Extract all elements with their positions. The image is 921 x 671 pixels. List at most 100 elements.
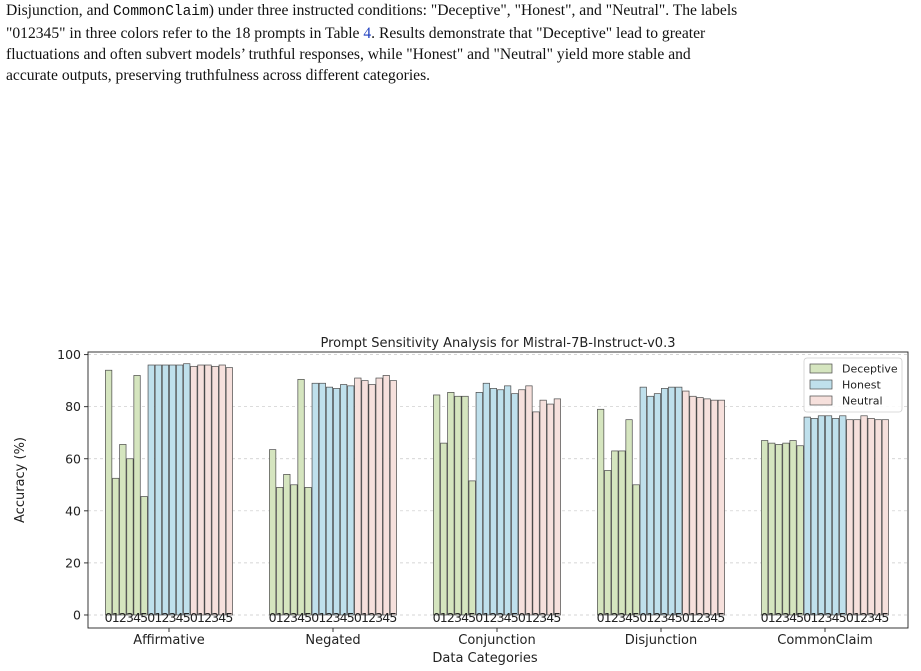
bar-disjunction-honest-4 (668, 386, 676, 616)
prompt-label-affirmative-honest-3: 3 (169, 610, 177, 625)
prompt-label-conjunction-neutral-0: 0 (518, 610, 526, 625)
bar-affirmative-neutral-2 (204, 364, 212, 616)
prompt-label-negated-deceptive-4: 4 (297, 610, 305, 625)
prompt-label-commonclaim-honest-1: 1 (810, 610, 818, 625)
bar-affirmative-honest-0 (147, 364, 155, 616)
bar-affirmative-deceptive-3 (126, 458, 134, 616)
prompt-label-disjunction-neutral-2: 2 (696, 610, 704, 625)
y-tick-label-20: 20 (65, 555, 81, 570)
bar-conjunction-honest-4 (504, 385, 512, 616)
prompt-label-negated-neutral-2: 2 (368, 610, 376, 625)
bar-affirmative-deceptive-0 (105, 369, 113, 616)
x-tick-label-conjunction: Conjunction (458, 633, 535, 648)
bar-conjunction-neutral-4 (546, 403, 554, 616)
prompt-label-negated-neutral-3: 3 (375, 610, 383, 625)
bar-disjunction-deceptive-0 (597, 408, 605, 616)
bar-conjunction-neutral-0 (518, 389, 526, 616)
prompt-label-negated-honest-5: 5 (347, 610, 355, 625)
bar-conjunction-deceptive-3 (454, 395, 462, 616)
table-reference-link[interactable]: 4 (363, 25, 372, 42)
prompt-label-commonclaim-neutral-0: 0 (846, 610, 854, 625)
caption-line2-pre: "012345" in three colors refer to the 18… (6, 25, 364, 42)
x-tick-label-disjunction: Disjunction (625, 633, 698, 648)
prompt-label-affirmative-deceptive-3: 3 (126, 610, 134, 625)
prompt-label-disjunction-honest-1: 1 (646, 610, 654, 625)
legend-swatch-deceptive (809, 363, 833, 374)
bar-conjunction-honest-3 (497, 389, 505, 616)
prompt-label-negated-honest-2: 2 (325, 610, 333, 625)
prompt-label-commonclaim-neutral-1: 1 (853, 610, 861, 625)
prompt-label-commonclaim-deceptive-2: 2 (775, 610, 783, 625)
prompt-label-negated-neutral-1: 1 (361, 610, 369, 625)
prompt-label-commonclaim-deceptive-0: 0 (761, 610, 769, 625)
prompt-label-conjunction-neutral-2: 2 (532, 610, 540, 625)
prompt-label-negated-honest-0: 0 (311, 610, 319, 625)
legend-swatch-honest (809, 379, 833, 390)
bar-conjunction-deceptive-4 (461, 395, 469, 616)
prompt-label-negated-honest-4: 4 (340, 610, 348, 625)
prompt-label-negated-honest-3: 3 (333, 610, 341, 625)
bar-affirmative-neutral-0 (190, 365, 198, 616)
bar-conjunction-honest-2 (489, 388, 498, 616)
bar-negated-honest-0 (311, 382, 319, 616)
bar-affirmative-neutral-5 (225, 367, 233, 616)
prompt-label-commonclaim-honest-0: 0 (803, 610, 811, 625)
prompt-label-commonclaim-honest-4: 4 (832, 610, 840, 625)
prompt-label-conjunction-honest-1: 1 (482, 610, 490, 625)
legend: Deceptive Honest Neutral (803, 357, 903, 413)
prompt-label-negated-neutral-0: 0 (354, 610, 362, 625)
bar-disjunction-neutral-1 (689, 395, 697, 616)
prompt-label-disjunction-honest-3: 3 (661, 610, 669, 625)
prompt-label-commonclaim-neutral-2: 2 (860, 610, 868, 625)
prompt-label-disjunction-honest-2: 2 (653, 610, 661, 625)
prompt-label-disjunction-deceptive-1: 1 (604, 610, 612, 625)
bar-conjunction-neutral-5 (553, 398, 561, 616)
bar-negated-neutral-2 (368, 384, 376, 616)
prompt-label-disjunction-honest-4: 4 (668, 610, 676, 625)
bar-negated-neutral-5 (389, 380, 397, 616)
prompt-label-negated-neutral-5: 5 (389, 610, 397, 625)
prompt-label-commonclaim-deceptive-5: 5 (796, 610, 804, 625)
bar-conjunction-neutral-1 (525, 385, 533, 616)
caption-line1-pre: Disjunction, and (6, 2, 113, 19)
x-axis-label: Data Categories (432, 651, 537, 666)
bar-disjunction-neutral-4 (710, 399, 718, 616)
prompt-label-affirmative-deceptive-2: 2 (119, 610, 127, 625)
prompt-label-negated-deceptive-2: 2 (283, 610, 291, 625)
chart-title: Prompt Sensitivity Analysis for Mistral-… (321, 336, 676, 351)
prompt-label-affirmative-neutral-1: 1 (197, 610, 205, 625)
prompt-label-commonclaim-deceptive-3: 3 (782, 610, 790, 625)
bar-commonclaim-neutral-2 (860, 415, 868, 616)
y-tick-label-80: 80 (65, 399, 81, 414)
bar-affirmative-honest-2 (161, 364, 170, 616)
bar-conjunction-honest-0 (475, 392, 483, 616)
bar-commonclaim-honest-2 (817, 415, 826, 616)
bar-affirmative-deceptive-5 (140, 496, 148, 616)
bar-negated-deceptive-1 (276, 487, 284, 616)
prompt-label-disjunction-deceptive-0: 0 (597, 610, 605, 625)
prompt-label-affirmative-deceptive-5: 5 (140, 610, 148, 625)
prompt-label-affirmative-deceptive-0: 0 (105, 610, 113, 625)
prompt-label-affirmative-deceptive-1: 1 (112, 610, 120, 625)
bar-negated-deceptive-2 (283, 474, 291, 616)
prompt-label-conjunction-neutral-5: 5 (553, 610, 561, 625)
bar-commonclaim-deceptive-4 (789, 440, 797, 616)
prompt-label-conjunction-deceptive-1: 1 (440, 610, 448, 625)
bar-conjunction-honest-5 (511, 393, 519, 616)
bar-conjunction-deceptive-5 (468, 480, 476, 616)
bar-disjunction-honest-5 (675, 386, 683, 616)
prompt-label-affirmative-neutral-4: 4 (218, 610, 226, 625)
prompt-label-disjunction-deceptive-3: 3 (618, 610, 626, 625)
x-tick-label-affirmative: Affirmative (133, 633, 205, 648)
prompt-label-disjunction-neutral-5: 5 (717, 610, 725, 625)
prompt-label-conjunction-honest-5: 5 (511, 610, 519, 625)
bar-commonclaim-deceptive-1 (768, 442, 776, 616)
prompt-label-disjunction-neutral-1: 1 (689, 610, 697, 625)
prompt-label-affirmative-honest-5: 5 (183, 610, 191, 625)
bar-affirmative-honest-5 (183, 363, 191, 616)
prompt-label-commonclaim-honest-5: 5 (839, 610, 847, 625)
bar-negated-honest-4 (340, 384, 348, 616)
caption-line4: accurate outputs, preserving truthfulnes… (6, 67, 431, 84)
